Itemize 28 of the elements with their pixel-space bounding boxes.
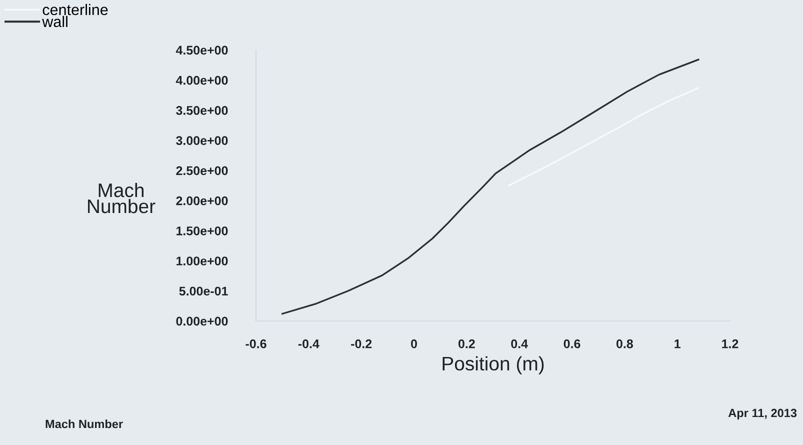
x-tick-label: -0.6 [246, 339, 266, 348]
x-tick-label: 1.2 [722, 339, 738, 348]
line-series [508, 87, 700, 186]
x-tick-label: 0.2 [458, 339, 475, 348]
y-tick-label: 4.50e+00 [176, 46, 228, 55]
y-tick-label: 1.00e+00 [176, 256, 228, 266]
y-tick-label: 1.50e+00 [176, 226, 228, 236]
legend-label: wall [42, 16, 68, 28]
legend-label: centerline [42, 4, 108, 16]
y-tick-label: 4.00e+00 [176, 76, 228, 85]
text: Apr 11, 2013 [728, 408, 797, 420]
x-tick-label: 0.8 [616, 339, 633, 348]
x-tick-label: 0.4 [511, 339, 528, 348]
x-tick-label: -0.4 [298, 339, 320, 348]
line-series [282, 58, 700, 315]
y-tick-label: 2.50e+00 [176, 166, 228, 176]
y-tick-label: 0.00e+00 [176, 316, 228, 326]
x-tick-label: 0 [411, 339, 417, 348]
x-tick-label: 1 [674, 340, 680, 348]
x-tick-label: 0.6 [564, 339, 580, 348]
y-axis-title: Mach Number [88, 182, 156, 214]
y-tick-label: 3.00e+00 [176, 136, 228, 146]
x-axis-title: Position (m) [442, 356, 544, 374]
text: Mach Number [46, 420, 123, 428]
y-tick-label: 5.00e-01 [179, 286, 228, 296]
x-tick-label: -0.2 [351, 339, 372, 348]
y-tick-label: 3.50e+00 [176, 106, 228, 115]
y-tick-label: 2.00e+00 [176, 196, 228, 206]
